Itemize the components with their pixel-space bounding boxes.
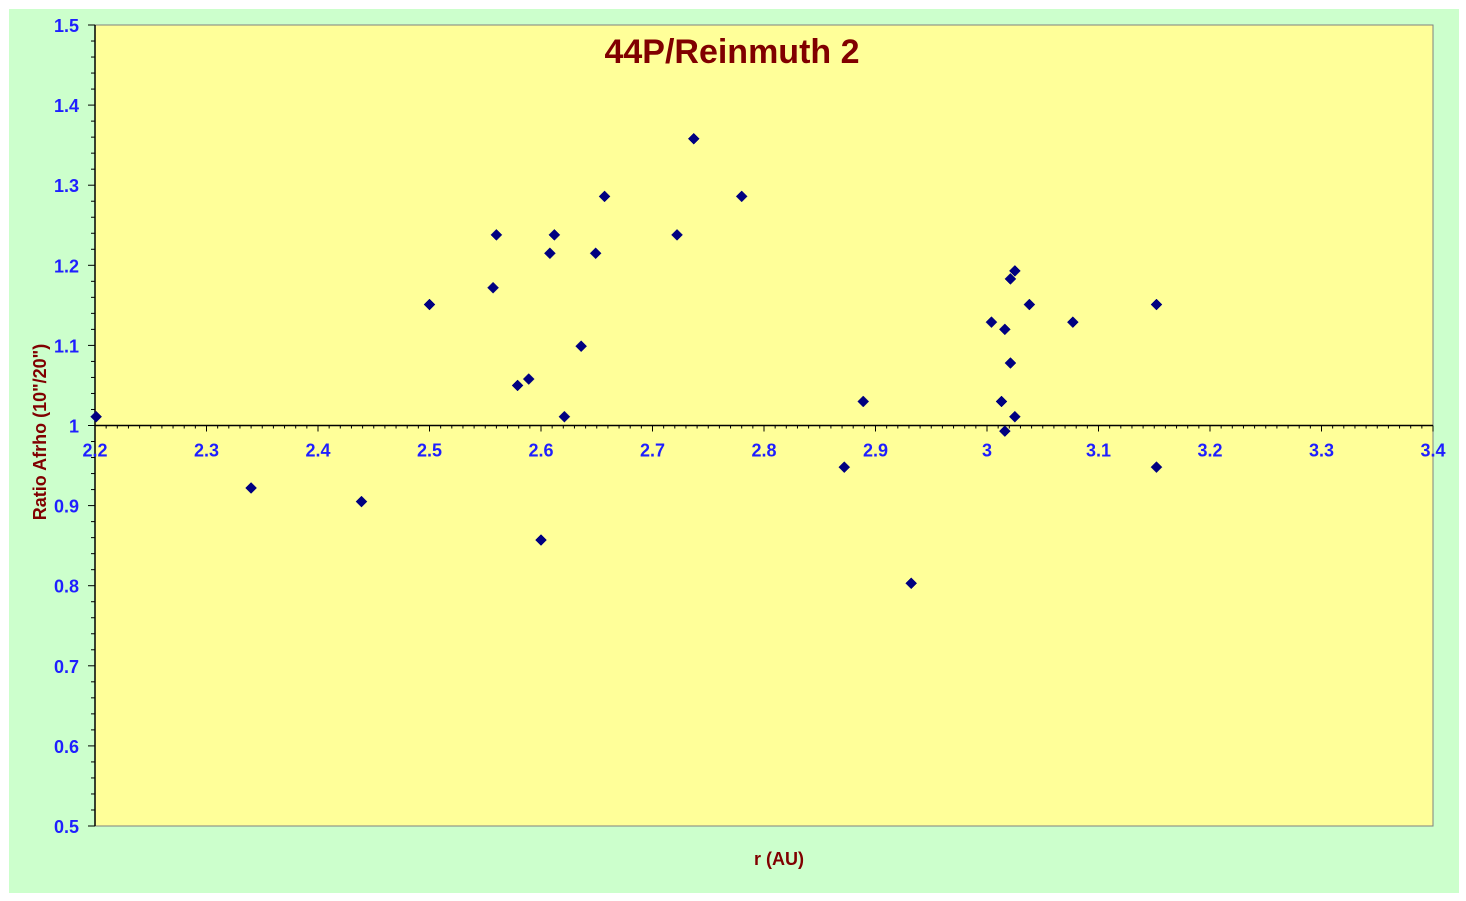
data-points (90, 132, 1163, 590)
x-tick-label: 3.4 (1420, 441, 1445, 461)
y-tick-label: 1.5 (54, 16, 79, 36)
x-tick-label: 2.5 (417, 441, 442, 461)
y-tick-label: 1.3 (54, 176, 79, 196)
data-point (1150, 461, 1163, 474)
x-tick-label: 3.2 (1197, 441, 1222, 461)
y-tick-label: 1.4 (54, 96, 79, 116)
data-point (90, 410, 102, 423)
data-point (671, 229, 683, 241)
x-tick-label: 2.8 (751, 441, 776, 461)
data-point (687, 132, 700, 145)
data-point (1004, 273, 1017, 285)
chart-title: 44P/Reinmuth 2 (604, 33, 859, 71)
data-point (857, 395, 870, 408)
data-point (487, 281, 499, 294)
y-axis: 0.5 0.6 0.7 0.8 0.9 1 1.1 1.2 1.3 1.4 1.5 (54, 16, 96, 837)
x-tick-label: 3.3 (1309, 441, 1334, 461)
data-point (535, 534, 547, 546)
data-point (1067, 316, 1079, 329)
data-point (575, 340, 587, 353)
y-tick-label: 0.8 (54, 577, 79, 597)
data-point (1009, 410, 1021, 423)
x-tick-label: 3 (982, 441, 992, 461)
data-point (995, 395, 1008, 408)
chart-area: 0.5 0.6 0.7 0.8 0.9 1 1.1 1.2 1.3 1.4 1.5 2.2 2.3 2.… (9, 9, 1459, 893)
y-tick-label: 1.1 (54, 336, 79, 356)
x-tick-label: 3.1 (1086, 441, 1111, 461)
scatter-chart: 0.50.60.70.80.911.11.21.31.41.5 2.2 2.3 2.… (30, 16, 1446, 869)
data-point (1150, 298, 1163, 311)
data-point (511, 379, 524, 392)
x-tick-label: 2.4 (305, 441, 330, 461)
data-point (245, 482, 257, 494)
data-point (589, 247, 602, 260)
data-point (735, 190, 748, 203)
y-axis-title: Ratio Afrho (10"/20") (30, 344, 50, 520)
y-tick-label: 1.2 (54, 256, 79, 276)
data-point (544, 247, 556, 260)
y-tick-label: 0.6 (54, 737, 79, 757)
x-axis-title: r (AU) (754, 849, 804, 869)
x-axis: 2.2 2.3 2.4 2.5 2.6 2.7 2.8 2.9 3 3.1 3.2 3.3 3.4 (82, 424, 1446, 461)
data-point (423, 298, 436, 311)
data-point (985, 316, 998, 329)
data-point (598, 190, 611, 203)
x-tick-label: 2.6 (528, 441, 553, 461)
y-tick-label: 0.7 (54, 657, 79, 677)
x-tick-label: 2.2 (82, 441, 107, 461)
data-point (558, 410, 571, 423)
data-point (548, 229, 561, 241)
data-point (1004, 357, 1017, 369)
data-point (522, 373, 535, 385)
x-tick-label: 2.9 (863, 441, 888, 461)
y-tick-label: 1 (69, 417, 79, 437)
data-point (1023, 298, 1036, 311)
data-point (905, 577, 918, 590)
y-tick-label: 0.9 (54, 497, 79, 517)
x-tick-label: 2.7 (640, 441, 665, 461)
data-point (490, 229, 503, 241)
x-tick-label: 2.3 (194, 441, 219, 461)
data-point (355, 495, 368, 508)
data-point (1009, 265, 1021, 277)
y-tick-label: 0.5 (54, 817, 79, 837)
data-point (838, 461, 851, 474)
data-point (998, 425, 1011, 437)
data-point (998, 323, 1011, 336)
